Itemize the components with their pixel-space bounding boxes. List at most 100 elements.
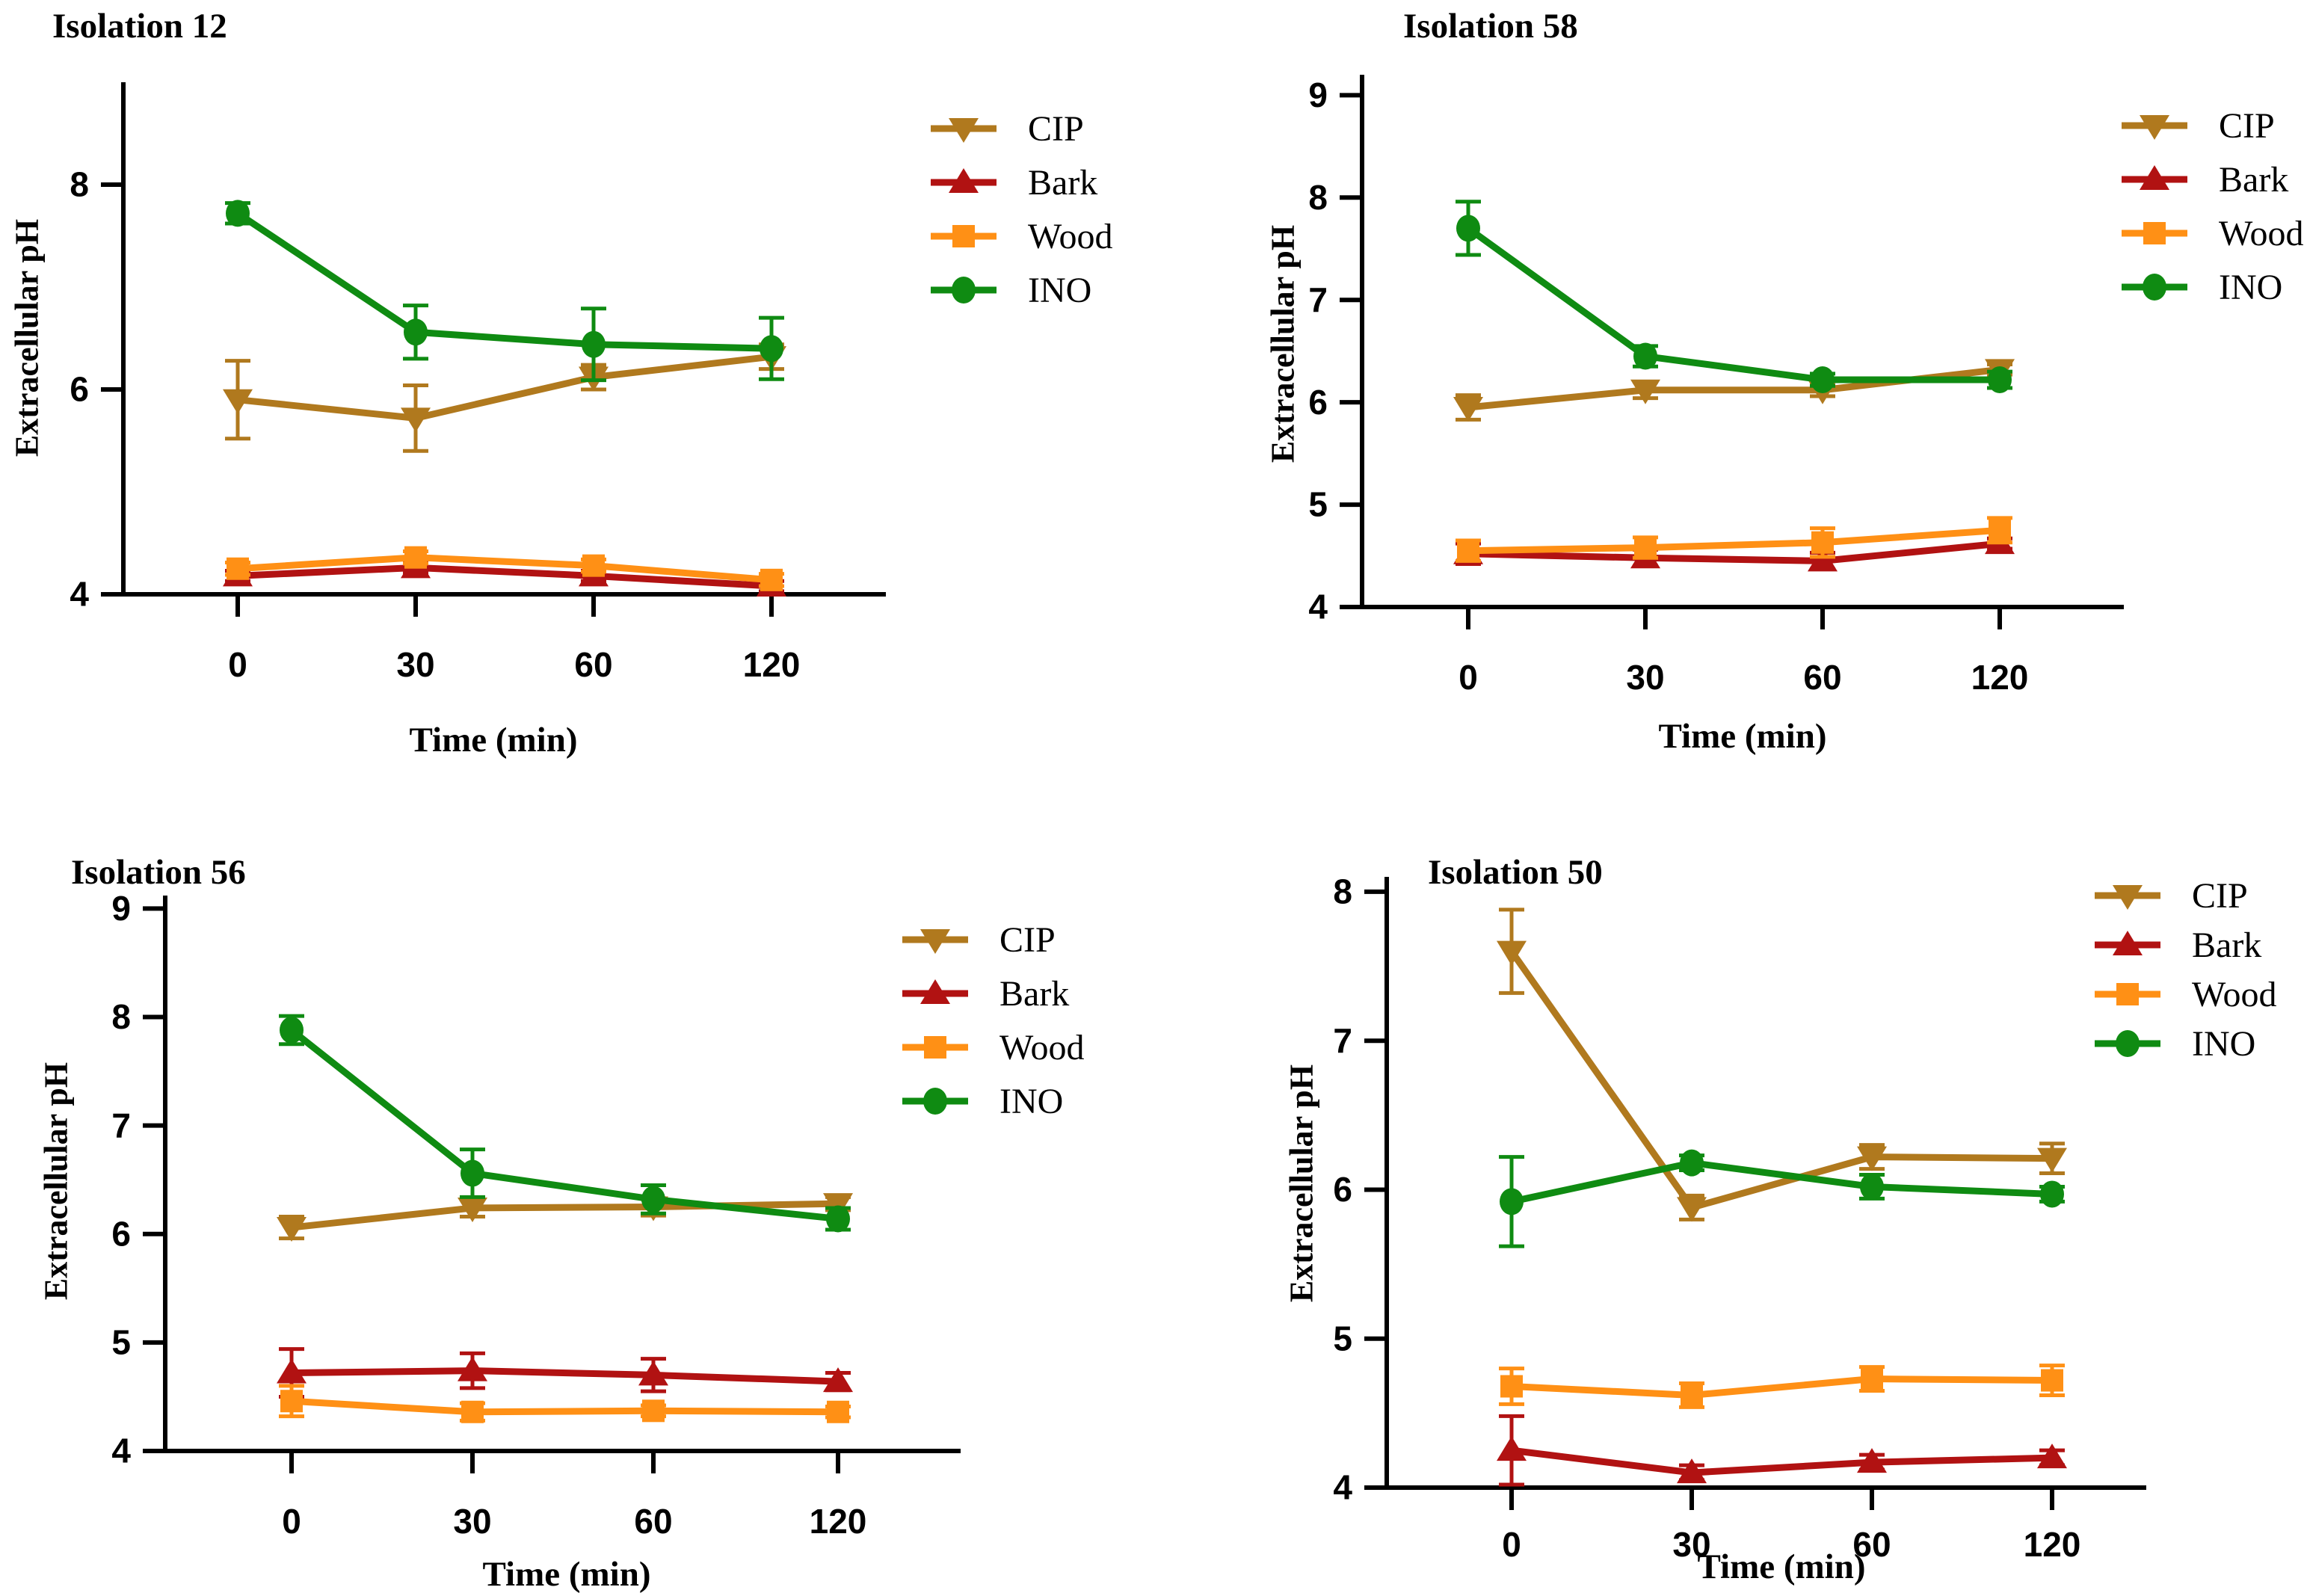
plot-area-isolation-50: 4 5 6 7 8 0 30 60 120	[1333, 872, 2146, 1564]
y-tick-label: 5	[1333, 1319, 1352, 1358]
series-wood	[279, 1384, 851, 1423]
x-tick-label: 30	[453, 1502, 491, 1541]
cip-line-marker-icon	[929, 111, 998, 147]
y-tick-label: 9	[111, 889, 131, 928]
y-tick-label: 6	[111, 1214, 131, 1253]
y-tick-label: 8	[70, 165, 89, 204]
y-tick-label: 4	[70, 575, 89, 614]
series-bark	[277, 1347, 853, 1399]
x-axis-ticks: 0 30 60 120	[1502, 1488, 2080, 1564]
legend-label: INO	[999, 1081, 1064, 1121]
y-tick-label: 7	[111, 1106, 131, 1144]
legend-item-wood: Wood	[2093, 974, 2277, 1014]
wood-line-marker-icon	[2093, 976, 2162, 1012]
legend-item-cip: CIP	[901, 920, 1084, 960]
chart-panel-isolation-58: 4 5 6 7 8 9 0 30 60 120 Isolation 58 Extracellula…	[1152, 0, 2304, 798]
ino-line-marker-icon	[929, 272, 998, 308]
ino-line-marker-icon	[2120, 269, 2189, 305]
legend-label: INO	[2219, 267, 2283, 307]
series-cip	[1497, 908, 2067, 1222]
legend-item-bark: Bark	[929, 162, 1112, 203]
legend-item-bark: Bark	[901, 973, 1084, 1014]
series-cip	[277, 1193, 853, 1242]
y-tick-label: 7	[1308, 280, 1328, 319]
x-tick-label: 60	[634, 1502, 672, 1541]
x-tick-label: 0	[228, 645, 247, 684]
chart-panel-isolation-12: 4 6 8 0 30 60 120 Isolation 12 Extracellular p…	[0, 0, 1152, 798]
x-tick-label: 60	[1803, 658, 1841, 697]
y-axis-ticks: 4 5 6 7 8	[1333, 872, 1387, 1507]
legend-label: CIP	[2192, 875, 2248, 916]
legend-item-wood: Wood	[929, 216, 1113, 256]
x-tick-label: 60	[574, 645, 612, 684]
y-axis-ticks: 4 5 6 7 8 9	[111, 889, 165, 1470]
y-axis-ticks: 4 6 8	[70, 165, 123, 614]
legend-label: Bark	[1028, 162, 1098, 203]
chart-title: Isolation 12	[52, 7, 227, 46]
x-tick-label: 30	[1672, 1525, 1710, 1564]
legend-label: INO	[1028, 270, 1092, 310]
chart-title: Isolation 56	[71, 853, 246, 892]
y-tick-label: 9	[1308, 76, 1328, 114]
plot-area-isolation-56: 4 5 6 7 8 9 0 30 60 120	[111, 889, 961, 1541]
y-tick-label: 6	[1333, 1170, 1352, 1209]
x-tick-label: 60	[1852, 1525, 1891, 1564]
series-ino	[225, 200, 784, 383]
legend-label: Bark	[999, 973, 1070, 1014]
x-tick-label: 0	[282, 1502, 301, 1541]
x-axis-label: Time (min)	[409, 721, 578, 760]
bark-line-marker-icon	[2120, 161, 2189, 197]
cip-line-marker-icon	[2120, 108, 2189, 144]
legend-label: Wood	[2219, 213, 2304, 253]
legend-item-bark: Bark	[2093, 925, 2276, 965]
cip-line-marker-icon	[2093, 878, 2162, 913]
x-axis-label: Time (min)	[1658, 717, 1827, 756]
x-tick-label: 0	[1502, 1525, 1521, 1564]
series-ino	[1499, 1149, 2065, 1248]
y-axis-label: Extracellular pH	[37, 1062, 75, 1301]
series-wood	[225, 546, 784, 591]
legend-label: Bark	[2192, 925, 2262, 965]
bark-line-marker-icon	[929, 164, 998, 200]
legend-item-cip: CIP	[929, 108, 1112, 149]
legend-label: Wood	[2192, 974, 2277, 1014]
y-tick-label: 5	[111, 1323, 131, 1362]
x-tick-label: 0	[1459, 658, 1478, 697]
legend-label: CIP	[1028, 108, 1084, 149]
series-cip	[223, 342, 786, 453]
series-bark	[1497, 1414, 2067, 1487]
bark-line-marker-icon	[2093, 927, 2162, 963]
x-tick-label: 30	[1626, 658, 1664, 697]
axes	[163, 896, 961, 1453]
y-tick-label: 6	[1308, 383, 1328, 422]
axes	[1360, 75, 2124, 609]
cip-line-marker-icon	[901, 922, 970, 958]
chart-panel-isolation-50: 4 5 6 7 8 0 30 60 120 Isolation 50 Extracellular…	[1152, 798, 2304, 1596]
axes	[1384, 877, 2146, 1490]
y-tick-label: 8	[1333, 872, 1352, 911]
y-tick-label: 6	[70, 370, 89, 409]
y-tick-label: 5	[1308, 485, 1328, 524]
plot-area-isolation-12: 4 6 8 0 30 60 120	[70, 82, 886, 684]
legend-item-wood: Wood	[901, 1028, 1084, 1067]
y-tick-label: 8	[111, 997, 131, 1036]
legend: CIP Bark Wood INO	[901, 920, 1084, 1121]
y-tick-label: 7	[1333, 1021, 1352, 1060]
y-axis-label: Extracellular pH	[1264, 224, 1302, 463]
y-axis-ticks: 4 5 6 7 8 9	[1308, 76, 1362, 626]
chart-title: Isolation 58	[1403, 7, 1578, 46]
legend-label: Wood	[1028, 216, 1113, 256]
legend-item-ino: INO	[901, 1081, 1084, 1121]
legend-item-wood: Wood	[2120, 213, 2304, 253]
y-tick-label: 4	[1333, 1468, 1352, 1507]
legend: CIP Bark Wood INO	[929, 108, 1113, 310]
ino-line-marker-icon	[901, 1083, 970, 1119]
series-wood	[1456, 516, 2012, 563]
y-tick-label: 4	[1308, 588, 1328, 626]
ino-line-marker-icon	[2093, 1026, 2162, 1062]
legend-label: CIP	[2219, 105, 2275, 146]
x-tick-label: 120	[2024, 1525, 2081, 1564]
y-tick-label: 8	[1308, 178, 1328, 217]
legend-label: INO	[2192, 1023, 2256, 1064]
